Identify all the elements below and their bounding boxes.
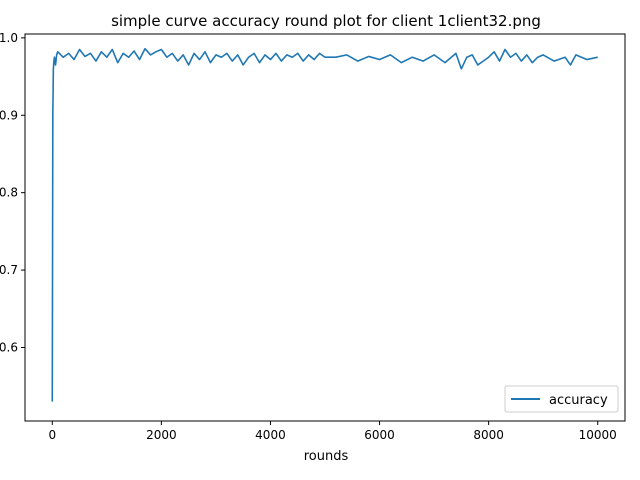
legend-label-accuracy: accuracy	[549, 393, 608, 408]
x-tick-label: 6000	[364, 428, 395, 442]
chart-title: simple curve accuracy round plot for cli…	[111, 12, 541, 30]
x-tick-label: 8000	[473, 428, 504, 442]
plot-frame	[24, 33, 626, 422]
x-tick-label: 10000	[579, 428, 617, 442]
y-tick-label: 1.0	[0, 31, 18, 45]
x-tick-label: 4000	[255, 428, 286, 442]
series-line-accuracy	[51, 47, 598, 402]
y-tick-label: 0.8	[0, 186, 18, 200]
axes: 0 2000 4000 6000 8000 10000 0.6 0.7 0.8 0.9 1.0	[0, 31, 626, 442]
y-tick-label: 0.6	[0, 340, 18, 354]
legend-box	[504, 385, 619, 413]
legend: accuracy	[504, 385, 619, 413]
y-tick-label: 0.7	[0, 263, 18, 277]
x-tick-label: 0	[48, 428, 56, 442]
x-tick-label: 2000	[146, 428, 177, 442]
x-axis-label: rounds	[304, 449, 349, 464]
y-tick-label: 0.9	[0, 108, 18, 122]
